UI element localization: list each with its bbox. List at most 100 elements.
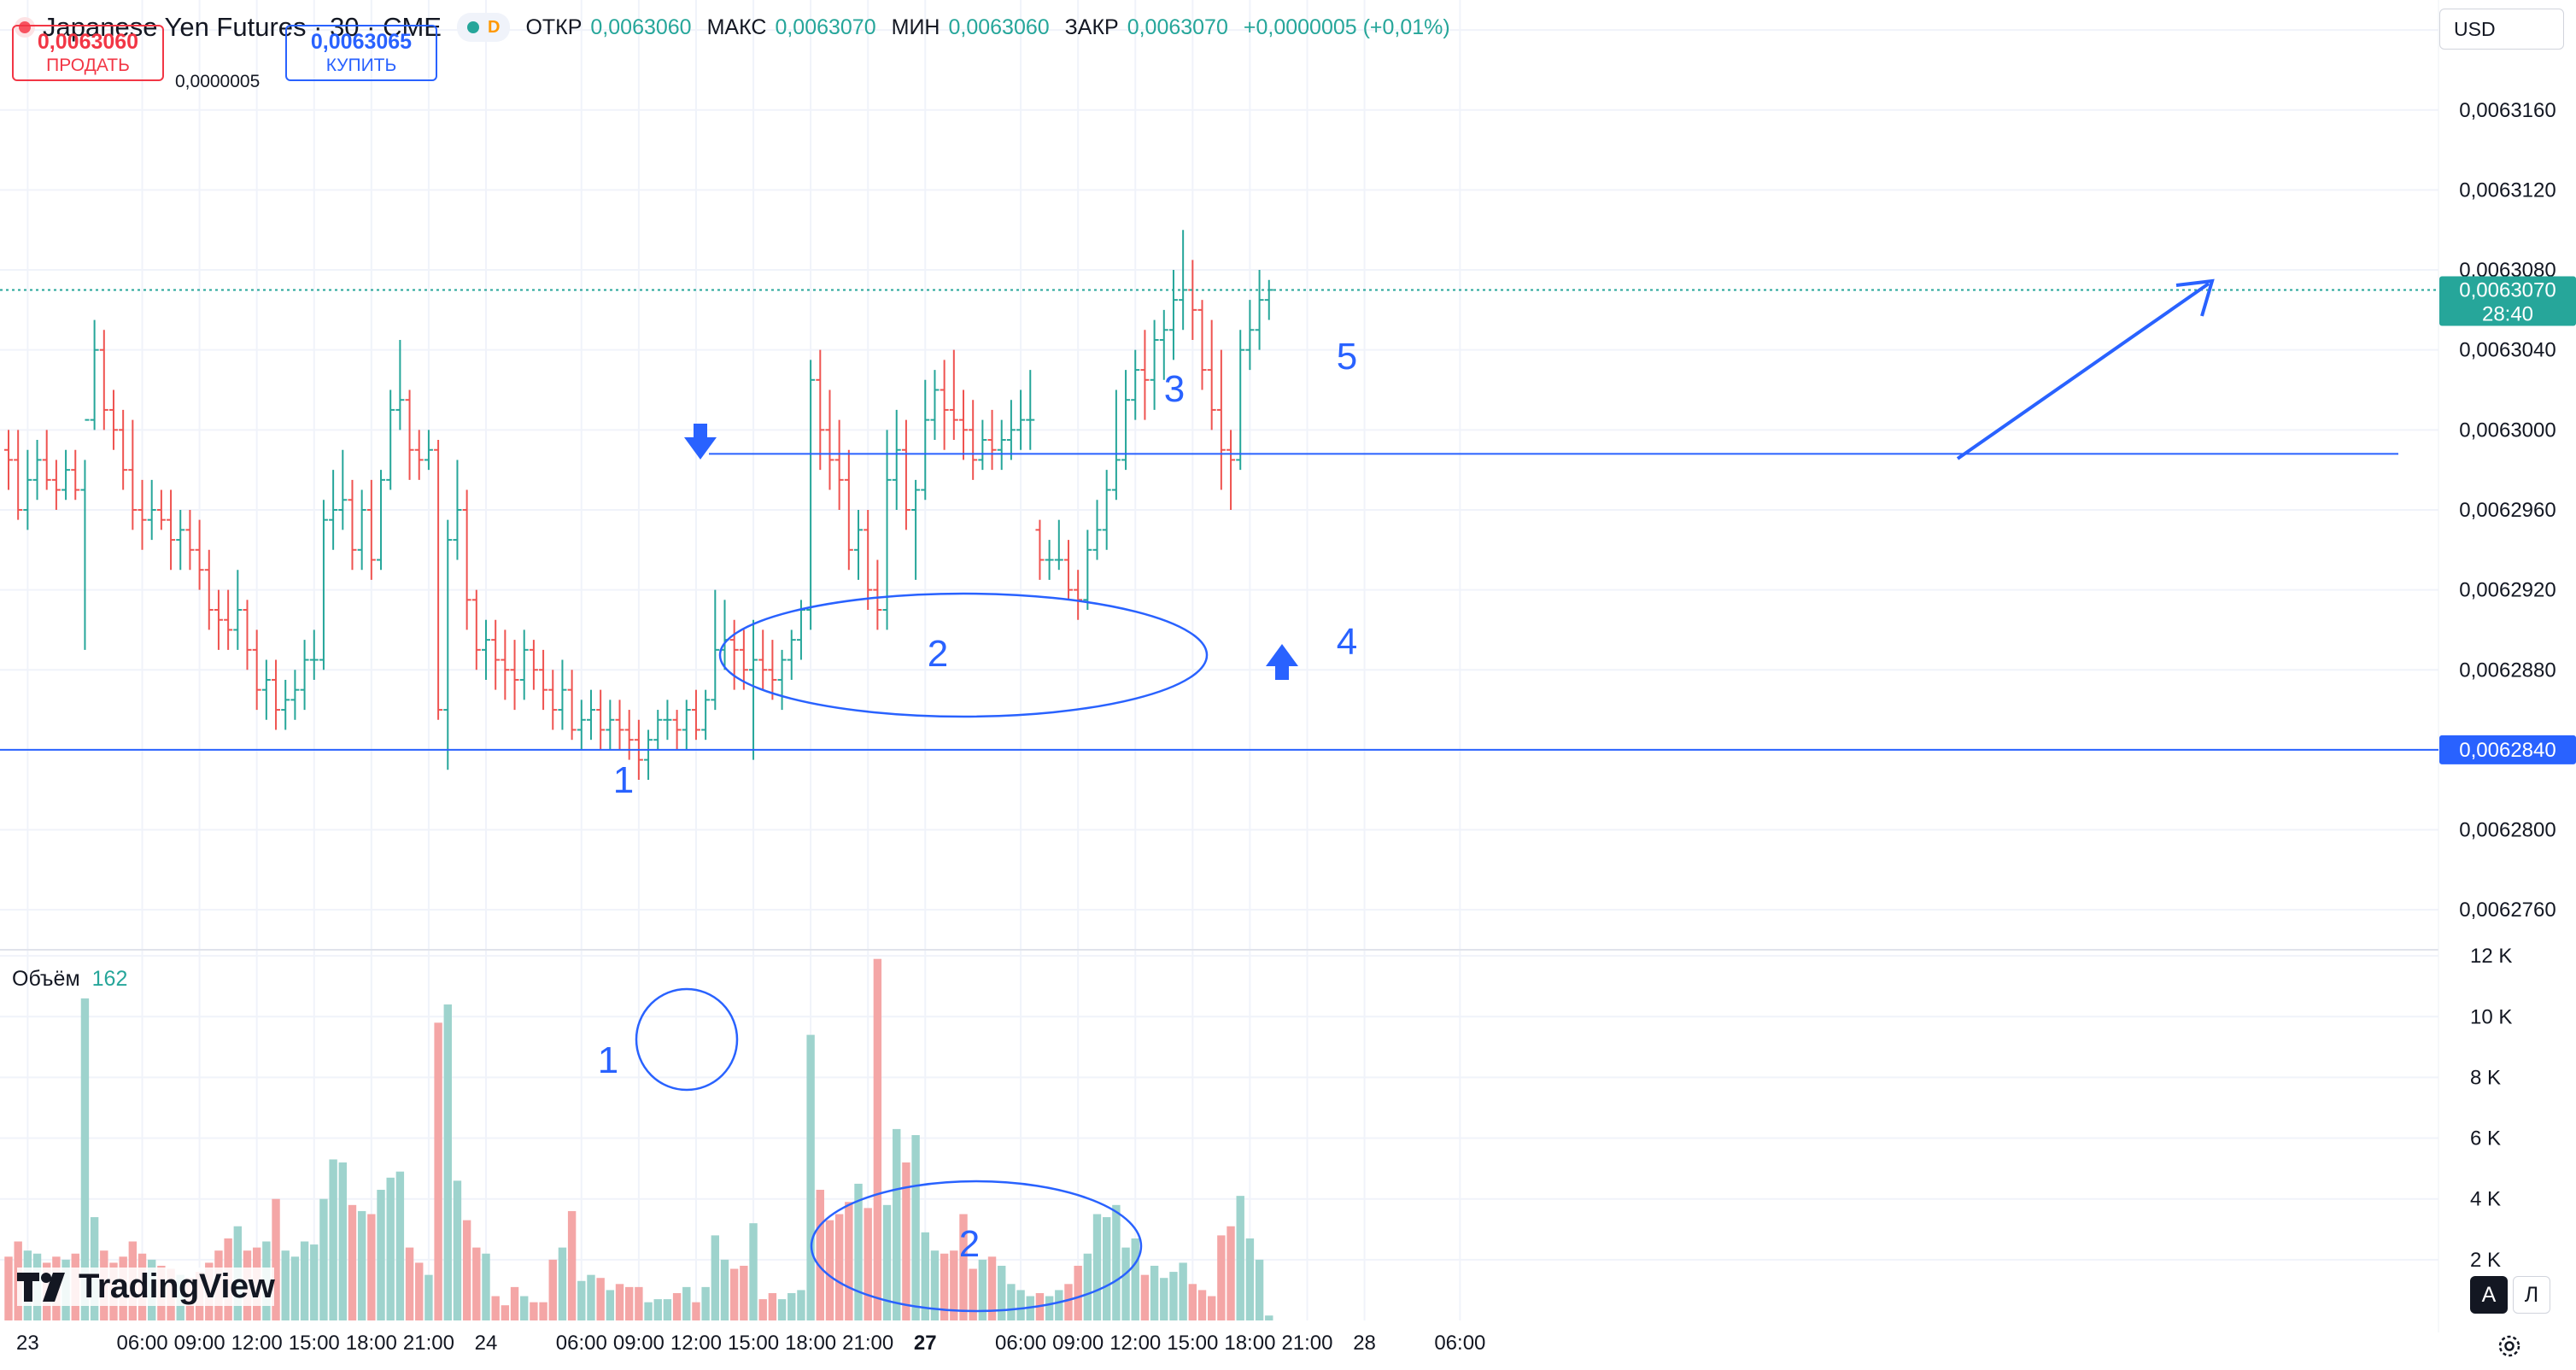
ohlc-bar (1197, 300, 1207, 390)
volume-bar (319, 1198, 328, 1320)
high-label: МАКС (706, 15, 767, 39)
ohlc-bar (224, 589, 233, 650)
arrow-down-icon[interactable] (684, 424, 717, 460)
consolidation-ellipse[interactable] (718, 592, 1209, 718)
sell-button[interactable]: 0,0063060 ПРОДАТЬ (12, 25, 164, 81)
time-tick-label: 15:00 (1167, 1332, 1218, 1355)
volume-bar (1217, 1235, 1226, 1320)
price-tick-label: 0,0063040 (2459, 339, 2556, 362)
close-value: 0,0063070 (1127, 15, 1228, 39)
ohlc-bar (864, 509, 873, 611)
volume-tick-label: 12 K (2470, 945, 2512, 968)
ohlc-bar (873, 559, 882, 630)
ohlc-bar (348, 479, 357, 571)
volume-bar (663, 1299, 672, 1320)
sell-label: ПРОДАТЬ (46, 56, 130, 75)
buy-price: 0,0063065 (310, 30, 413, 54)
ohlc-bar (329, 470, 338, 550)
arrow-up-icon[interactable] (1266, 644, 1298, 680)
last-price-label: 0,0063070 28:40 (2439, 276, 2576, 326)
trend-arrow[interactable] (1956, 278, 2215, 460)
ohlc-bar (261, 659, 271, 720)
ohlc-bar (624, 710, 634, 760)
volume-ellipse[interactable] (810, 1180, 1143, 1313)
volume-bar (80, 998, 90, 1320)
volume-bar (987, 1256, 997, 1320)
volume-bar (510, 1286, 519, 1320)
ohlc-bar (462, 489, 471, 630)
volume-bar (1016, 1290, 1025, 1320)
volume-spike-circle[interactable] (635, 987, 739, 1092)
ohlc-bar (434, 440, 443, 720)
ohlc-bar (644, 729, 653, 781)
volume-bar (615, 1284, 624, 1320)
ohlc-bar (691, 689, 700, 741)
ohlc-bar (272, 659, 281, 730)
volume-bar (1007, 1284, 1016, 1320)
time-tick-label: 12:00 (231, 1332, 283, 1355)
volume-bar (1074, 1265, 1082, 1320)
ohlc-bar (185, 509, 195, 571)
time-tick-label: 06:00 (995, 1332, 1046, 1355)
ohlc-bar (80, 419, 90, 650)
ohlc-bar (987, 409, 997, 471)
price-tick-label: 0,0062880 (2459, 659, 2556, 682)
ohlc-bar (653, 710, 663, 750)
ohlc-bar (816, 349, 825, 471)
ohlc-bar (1083, 530, 1092, 611)
volume-bar (1121, 1247, 1130, 1320)
volume-bar (930, 1250, 940, 1320)
ohlc-bar (119, 409, 128, 490)
volume-bar (405, 1247, 414, 1320)
ohlc-bar (214, 589, 223, 650)
volume-bar (787, 1292, 796, 1320)
ohlc-bar (1159, 309, 1168, 380)
ohlc-bar (300, 640, 309, 711)
volume-bar (921, 1232, 929, 1320)
log-scale-button[interactable]: Л (2513, 1276, 2550, 1314)
ohlc-bar (482, 619, 490, 680)
volume-bar (749, 1223, 758, 1320)
ohlc-values: ОТКР 0,0063060 МАКС 0,0063070 МИН 0,0063060… (525, 15, 1449, 40)
volume-label: Объём (12, 967, 80, 991)
market-status-icon (19, 21, 31, 33)
symbol-title[interactable]: Japanese Yen Futures · 30 · CME (43, 12, 442, 42)
volume-bar (740, 1265, 748, 1320)
ohlc-bar (586, 689, 595, 741)
volume-axis[interactable]: 12 K 10 K 8 K 6 K 4 K 2 K (2470, 945, 2512, 1272)
ohlc-bar (921, 379, 930, 501)
ohlc-bar (90, 319, 99, 430)
chart-header: Japanese Yen Futures · 30 · CME D ОТКР 0,… (0, 0, 1450, 55)
volume-bar (959, 1214, 968, 1320)
volume-bar (272, 1198, 280, 1320)
horizontal-lines[interactable] (0, 453, 2438, 751)
ohlc-bar (414, 430, 424, 480)
volume-bar (882, 1204, 892, 1320)
ohlc-bar (1111, 389, 1121, 501)
ohlc-bar (1207, 319, 1216, 430)
ohlc-bar (539, 649, 548, 711)
currency-selector[interactable]: USD (2439, 9, 2564, 50)
price-axis[interactable]: 0,00632000,00631600,00631200,00630800,00… (2459, 19, 2556, 922)
ohlc-bar (1150, 319, 1159, 410)
buy-button[interactable]: 0,0063065 КУПИТЬ (285, 25, 437, 81)
session-badge[interactable]: D (456, 13, 511, 42)
auto-scale-button[interactable]: A (2470, 1276, 2508, 1314)
ohlc-bar (510, 640, 519, 711)
time-axis[interactable]: 23 06:00 09:00 12:00 15:00 18:00 21:00 24 06:00 0… (16, 1332, 1485, 1355)
time-tick-label: 24 (475, 1332, 498, 1355)
volume-bar (777, 1299, 787, 1320)
time-tick-label: 12:00 (1109, 1332, 1161, 1355)
ohlc-bar (167, 489, 176, 571)
settings-gear-icon[interactable] (2494, 1331, 2525, 1361)
ohlc-bar (501, 629, 510, 700)
ohlc-bar (1102, 470, 1111, 550)
tradingview-logo[interactable]: TradingView (17, 1268, 275, 1306)
price-tick-label: 0,0063160 (2459, 99, 2556, 122)
ohlc-bar (825, 389, 834, 490)
ohlc-bar (233, 570, 243, 650)
ohlc-bar (596, 689, 606, 750)
volume-bar (1045, 1296, 1054, 1320)
ohlc-bar (901, 419, 910, 530)
ohlc-bar (443, 519, 453, 770)
